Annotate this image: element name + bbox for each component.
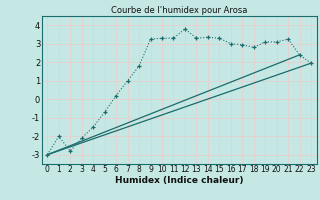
Title: Courbe de l’humidex pour Arosa: Courbe de l’humidex pour Arosa xyxy=(111,6,247,15)
X-axis label: Humidex (Indice chaleur): Humidex (Indice chaleur) xyxy=(115,176,244,185)
